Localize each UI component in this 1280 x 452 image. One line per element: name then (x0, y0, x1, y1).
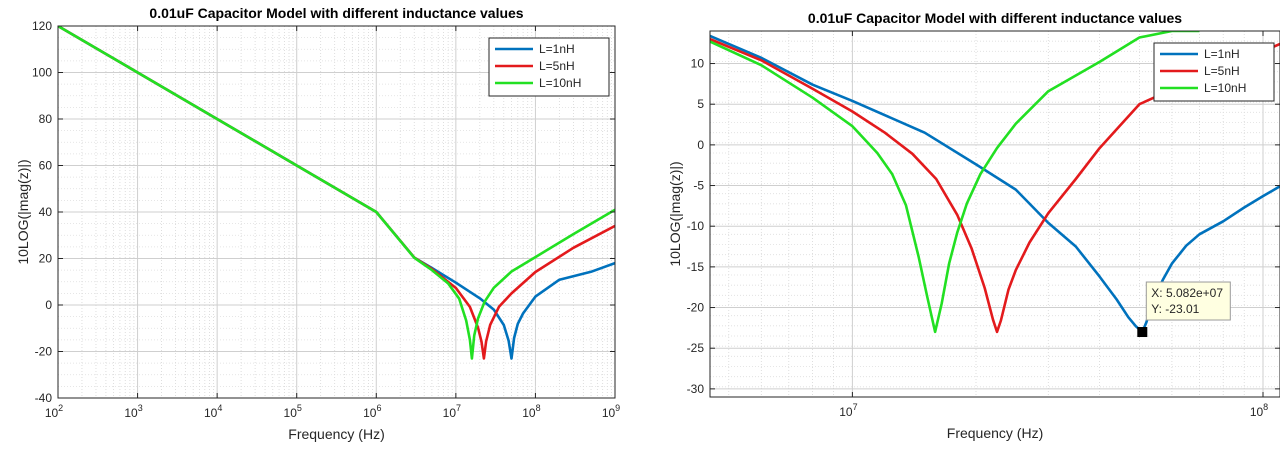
x-tick-exponent: 5 (297, 403, 302, 413)
x-tick-label: 108 (1250, 402, 1268, 419)
y-tick-label: 80 (39, 112, 53, 126)
chart-left: 102 103 104 105 106 107 108 109-40-200204060801… (15, 5, 620, 442)
ticks: 102 103 104 105 106 107 108 109-40-200204060801… (32, 19, 620, 420)
x-tick-exponent: 9 (615, 403, 620, 413)
y-tick-label: -30 (687, 382, 705, 396)
y-tick-label: 60 (39, 159, 53, 173)
x-tick-label: 104 (204, 403, 222, 420)
x-tick-exponent: 7 (853, 402, 858, 412)
x-axis-label: Frequency (Hz) (947, 425, 1043, 441)
y-tick-label: 10 (691, 57, 705, 71)
x-tick-label: 102 (45, 403, 63, 420)
x-tick-base: 10 (1250, 405, 1264, 419)
legend-label: L=10nH (1204, 81, 1246, 95)
y-tick-label: -15 (687, 260, 705, 274)
series-line-L=5nH (710, 37, 1280, 334)
x-tick-label: 109 (602, 403, 620, 420)
series-line-L=1nH (710, 34, 1280, 334)
grid (57, 25, 616, 399)
datatip-x-text: X: 5.082e+07 (1151, 286, 1223, 300)
x-tick-exponent: 8 (1263, 402, 1268, 412)
chart-title: 0.01uF Capacitor Model with different in… (808, 10, 1182, 26)
y-tick-label: -40 (35, 391, 53, 405)
y-axis-label: 10LOG(|mag(z)|) (667, 161, 683, 266)
y-tick-label: 20 (39, 252, 53, 266)
legend-label: L=5nH (539, 59, 575, 73)
x-tick-base: 10 (839, 405, 853, 419)
x-tick-label: 108 (522, 403, 540, 420)
y-tick-label: 100 (32, 66, 52, 80)
y-tick-label: -5 (693, 179, 704, 193)
y-tick-label: -20 (35, 345, 53, 359)
datatip: X: 5.082e+07 Y: -23.01 (1137, 281, 1231, 338)
legend: L=1nH L=5nH L=10nH (488, 37, 610, 97)
series-line-L=10nH (710, 31, 1200, 334)
x-tick-base: 10 (443, 406, 457, 420)
x-tick-base: 10 (204, 406, 218, 420)
x-tick-label: 107 (443, 403, 461, 420)
y-tick-label: 5 (697, 97, 704, 111)
x-tick-exponent: 7 (456, 403, 461, 413)
x-axis-label: Frequency (Hz) (288, 426, 384, 442)
series-group (58, 26, 615, 360)
x-tick-base: 10 (45, 406, 59, 420)
y-tick-label: 0 (45, 298, 52, 312)
y-tick-label: -20 (687, 301, 705, 315)
y-tick-label: -25 (687, 341, 705, 355)
chart-title: 0.01uF Capacitor Model with different in… (149, 5, 523, 21)
legend-label: L=10nH (539, 76, 581, 90)
x-tick-base: 10 (522, 406, 536, 420)
axes-box (709, 30, 1280, 398)
x-tick-exponent: 4 (217, 403, 222, 413)
series-line-L=10nH (58, 26, 615, 360)
y-tick-label: 120 (32, 19, 52, 33)
legend-label: L=5nH (1204, 64, 1240, 78)
series-group (710, 31, 1280, 334)
x-tick-label: 106 (363, 403, 381, 420)
legend-label: L=1nH (539, 42, 575, 56)
x-tick-exponent: 6 (376, 403, 381, 413)
grid (710, 31, 1280, 397)
x-tick-base: 10 (284, 406, 298, 420)
legend-label: L=1nH (1204, 47, 1240, 61)
y-tick-label: 0 (697, 138, 704, 152)
datatip-box (1145, 281, 1231, 321)
datatip-marker (1137, 327, 1148, 338)
x-tick-base: 10 (124, 406, 138, 420)
x-tick-base: 10 (363, 406, 377, 420)
x-tick-exponent: 3 (138, 403, 143, 413)
y-tick-label: 40 (39, 205, 53, 219)
x-tick-exponent: 2 (58, 403, 63, 413)
x-tick-label: 103 (124, 403, 142, 420)
datatip-y-text: Y: -23.01 (1151, 302, 1199, 316)
x-tick-base: 10 (602, 406, 616, 420)
y-axis-label: 10LOG(|mag(z)|) (15, 159, 31, 264)
x-tick-label: 107 (839, 402, 857, 419)
legend: L=1nH L=5nH L=10nH (1153, 42, 1275, 102)
x-tick-label: 105 (284, 403, 302, 420)
x-tick-exponent: 8 (536, 403, 541, 413)
y-tick-label: -10 (687, 219, 705, 233)
